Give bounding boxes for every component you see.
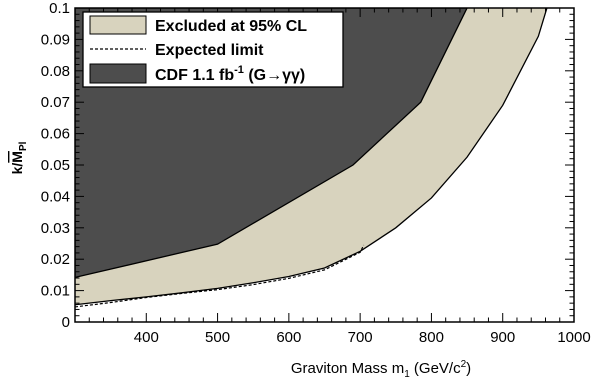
y-axis-label-sub: Pl xyxy=(18,141,29,151)
x-tick-label: 400 xyxy=(134,329,159,346)
legend-swatch-cdf xyxy=(89,63,147,84)
x-axis-label-tail: (GeV/c xyxy=(410,360,461,377)
legend: Excluded at 95% CL Expected limit CDF 1.1 … xyxy=(82,11,344,88)
axes: 400 500 600 700 800 900 1000 0 0.01 0.02 0.03 0.04 0… xyxy=(41,0,591,346)
legend-label-expected: Expected limit xyxy=(155,42,264,59)
x-axis-label-close: ) xyxy=(466,360,471,377)
legend-label-cdf-sup: -1 xyxy=(234,64,244,76)
x-axis-label-sup: 2 xyxy=(461,359,467,370)
x-tick-label: 900 xyxy=(490,329,515,346)
x-tick-label: 800 xyxy=(419,329,444,346)
y-tick-label: 0.04 xyxy=(41,188,70,205)
y-axis-label-main: k/ xyxy=(9,163,25,175)
y-tick-label: 0.09 xyxy=(41,31,70,48)
y-tick-label: 0.08 xyxy=(41,63,70,80)
observed-limit-line xyxy=(75,8,548,306)
legend-swatch-excluded xyxy=(89,15,147,35)
y-tick-label: 0.05 xyxy=(41,157,70,174)
y-axis-label: k/MPl xyxy=(9,141,29,174)
legend-label-excluded: Excluded at 95% CL xyxy=(155,18,307,35)
y-tick-label: 0.01 xyxy=(41,283,70,300)
x-tick-label: 600 xyxy=(276,329,301,346)
y-axis-label-m: M xyxy=(9,151,25,163)
legend-label-cdf-tail: (G→γγ) xyxy=(244,67,305,84)
legend-label-cdf-main: CDF 1.1 fb xyxy=(155,67,234,84)
y-tick-label: 0.1 xyxy=(49,0,70,17)
x-axis-label-sub: 1 xyxy=(404,369,410,380)
y-tick-label: 0.07 xyxy=(41,94,70,111)
x-axis-label-main: Graviton Mass m xyxy=(291,360,404,377)
y-tick-label: 0.03 xyxy=(41,220,70,237)
y-tick-label: 0.02 xyxy=(41,251,70,268)
expected-limit-line xyxy=(75,244,365,308)
x-tick-label: 1000 xyxy=(557,329,590,346)
x-axis-label: Graviton Mass m1 (GeV/c2) xyxy=(291,359,471,380)
y-tick-label: 0 xyxy=(62,314,70,331)
y-tick-label: 0.06 xyxy=(41,126,70,143)
x-tick-label: 700 xyxy=(348,329,373,346)
x-tick-label: 500 xyxy=(205,329,230,346)
legend-label-cdf: CDF 1.1 fb-1 (G→γγ) xyxy=(155,64,305,84)
